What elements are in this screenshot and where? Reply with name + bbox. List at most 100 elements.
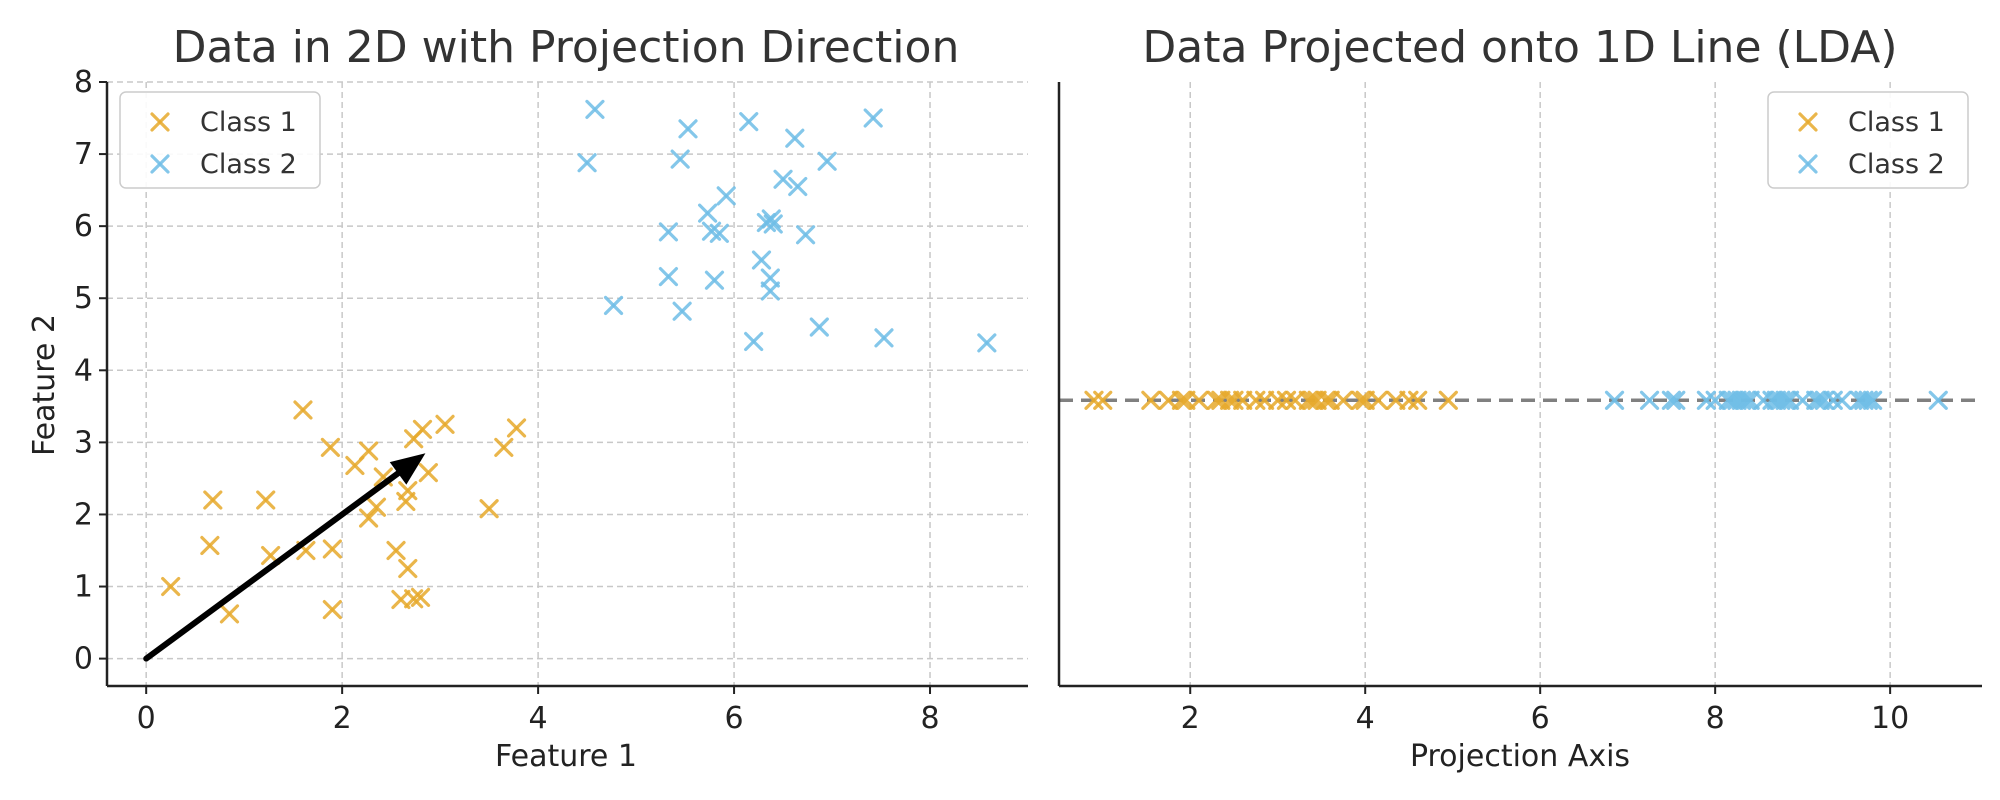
left-chart-point-class1	[410, 587, 431, 607]
left-chart-title: Data in 2D with Projection Direction	[173, 22, 960, 73]
left-chart-point-class1	[435, 414, 455, 434]
left-chart-y-tick-label: 8	[74, 65, 93, 100]
left-chart-point-class2	[773, 169, 793, 189]
left-chart-point-class2	[739, 112, 759, 132]
left-chart-point-class2	[760, 268, 780, 288]
left-chart-point-class1	[398, 558, 418, 579]
right-chart-point-class1	[1233, 390, 1253, 410]
left-chart-point-class1	[219, 604, 240, 624]
left-chart-point-class2	[698, 203, 718, 223]
left-chart-x-tick-label: 4	[529, 701, 548, 736]
left-chart-point-class2	[761, 209, 781, 229]
right-chart-point-class1	[1368, 390, 1388, 410]
left-chart-point-class1	[320, 437, 340, 458]
left-chart-point-class2	[658, 267, 679, 287]
left-chart-point-class1	[398, 481, 418, 501]
right-chart-point-class2	[1832, 390, 1852, 410]
left-chart-point-class1	[203, 490, 223, 510]
left-chart-point-class1	[404, 589, 424, 609]
right-chart-point-class1	[1333, 390, 1353, 410]
left-chart-legend-marker-2	[150, 154, 170, 174]
left-chart-point-class2	[788, 176, 808, 197]
right-chart-legend-marker-1	[1798, 112, 1818, 132]
left-chart-point-class1	[322, 599, 342, 620]
right-chart-point-class1	[1303, 390, 1323, 410]
right-chart-point-class1	[1438, 390, 1458, 410]
right-chart-point-class2	[1661, 390, 1682, 410]
left-chart-x-axis-label: Feature 1	[495, 739, 637, 774]
left-chart-point-class2	[760, 281, 780, 301]
right-chart-point-class2	[1810, 390, 1830, 410]
right-chart-legend-marker-2	[1798, 154, 1818, 174]
left-chart-point-class1	[359, 441, 379, 461]
left-chart-point-class2	[744, 331, 764, 352]
right-chart-x-tick-label: 10	[1871, 701, 1909, 736]
left-chart-y-tick-label: 4	[74, 353, 93, 388]
left-chart-point-class2	[863, 108, 883, 128]
left-chart-point-class1	[200, 535, 220, 556]
right-chart-point-class2	[1858, 390, 1878, 410]
right-chart-point-class2	[1775, 390, 1795, 410]
left-chart-y-tick-label: 3	[74, 425, 93, 460]
left-chart-point-class1	[479, 499, 499, 519]
left-chart-point-class2	[716, 186, 736, 206]
left-chart-point-class1	[256, 490, 276, 510]
right-chart-point-class1	[1254, 390, 1275, 410]
left-chart-x-tick-label: 8	[920, 701, 939, 736]
right-chart-point-class2	[1705, 390, 1725, 410]
right-chart-point-class2	[1928, 390, 1948, 410]
left-chart-point-class1	[161, 576, 181, 597]
left-chart-y-tick-label: 6	[74, 209, 93, 244]
right-chart-point-class1	[1351, 390, 1371, 410]
left-chart-point-class1	[386, 540, 406, 561]
right-chart-point-class1	[1158, 390, 1178, 410]
right-chart-point-class2	[1604, 390, 1625, 410]
left-chart-point-class2	[603, 295, 624, 316]
left-chart-legend-box	[119, 91, 321, 189]
left-chart-point-class2	[678, 119, 698, 139]
left-chart-legend-marker-1	[150, 112, 170, 132]
right-chart-point-class1	[1408, 390, 1428, 410]
right-chart: Data Projected onto 1D Line (LDA) 2 4 6 8 10…	[1057, 22, 1982, 774]
left-chart-point-class2	[658, 222, 679, 242]
projection-direction-arrow-head	[389, 453, 426, 485]
left-chart-point-class1	[359, 508, 379, 528]
left-chart-point-class2	[785, 128, 805, 148]
left-chart-point-class2	[809, 317, 829, 337]
left-chart-point-class2	[874, 328, 894, 348]
left-chart-x-tick-label: 2	[333, 701, 352, 736]
left-chart-y-tick-label: 0	[74, 642, 93, 677]
left-chart-y-tick-label: 2	[74, 497, 93, 532]
right-chart-x-tick-label: 6	[1531, 701, 1550, 736]
left-chart-y-tick-label: 5	[74, 281, 93, 316]
right-chart-point-class1	[1189, 390, 1209, 410]
right-chart-point-class1	[1093, 390, 1113, 410]
left-chart-point-class1	[506, 418, 527, 438]
left-chart: Data in 2D with Projection Direction 0 2 4…	[27, 22, 1028, 774]
left-chart-legend: Class 1 Class 2	[119, 91, 321, 189]
right-chart-point-class1	[1316, 390, 1336, 410]
left-chart-point-class1	[494, 437, 514, 458]
right-chart-point-class1	[1220, 390, 1240, 410]
left-chart-point-class2	[817, 151, 837, 171]
right-chart-legend-label-1: Class 1	[1848, 107, 1945, 138]
right-chart-title: Data Projected onto 1D Line (LDA)	[1142, 22, 1897, 73]
left-chart-x-tick-label: 0	[137, 701, 156, 736]
right-chart-legend-label-2: Class 2	[1848, 149, 1945, 180]
left-chart-x-tick-label: 6	[725, 701, 744, 736]
left-chart-point-class2	[672, 301, 692, 321]
right-chart-point-class1	[1206, 390, 1227, 410]
right-chart-point-class1	[1355, 390, 1375, 410]
projection-direction-arrow-shaft	[143, 470, 402, 662]
right-chart-legend: Class 1 Class 2	[1767, 91, 1969, 189]
left-chart-point-class1	[293, 400, 313, 420]
right-chart-legend-box	[1767, 91, 1969, 189]
right-chart-point-class2	[1666, 390, 1686, 410]
left-chart-point-class2	[577, 153, 597, 173]
left-chart-y-tick-label: 1	[74, 570, 93, 605]
right-chart-point-class2	[1779, 390, 1800, 410]
left-chart-point-class2	[670, 149, 690, 169]
right-chart-point-class2	[1863, 390, 1883, 410]
right-chart-point-class2	[1639, 390, 1660, 410]
left-chart-y-axis-label: Feature 2	[27, 314, 62, 456]
